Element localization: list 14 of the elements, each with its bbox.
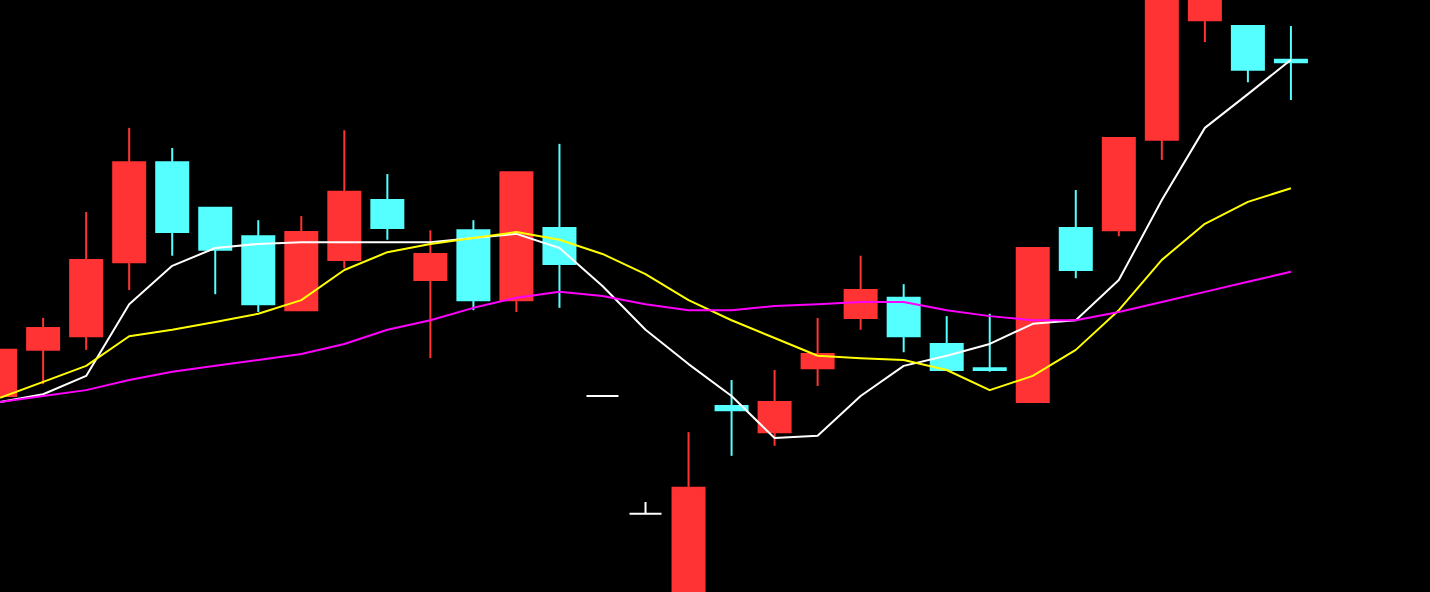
candlestick xyxy=(800,316,835,387)
candlestick xyxy=(1230,25,1265,84)
candlestick xyxy=(1058,189,1093,280)
candlestick xyxy=(198,206,233,296)
candlestick xyxy=(972,312,1007,373)
candlestick xyxy=(843,254,878,331)
candlestick xyxy=(413,229,448,360)
candlestick xyxy=(714,379,749,457)
candlestick xyxy=(886,283,921,354)
candlestick xyxy=(1187,0,1222,44)
candlestick xyxy=(628,501,663,515)
candlestick xyxy=(26,316,61,386)
candlestick xyxy=(757,369,792,447)
candlestick xyxy=(370,173,405,241)
